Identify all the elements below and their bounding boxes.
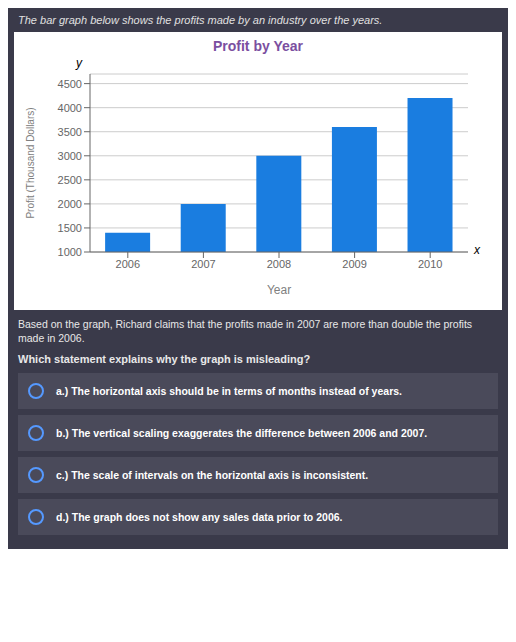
svg-text:2500: 2500 xyxy=(58,174,82,186)
svg-text:2000: 2000 xyxy=(58,198,82,210)
html-text:Profit by Year: Profit by Year xyxy=(213,38,303,54)
html-text:Based on the graph, Richard cl: Based on the graph, Richard claims that … xyxy=(18,318,473,344)
svg-text:2010: 2010 xyxy=(418,258,442,270)
html-text:Which statement explains why t: Which statement explains why the graph i… xyxy=(18,353,311,366)
svg-text:2009: 2009 xyxy=(342,258,366,270)
svg-text:1500: 1500 xyxy=(58,222,82,234)
svg-text:4000: 4000 xyxy=(58,102,82,114)
html-text:a.) The horizontal axis should: a.) The horizontal axis should be in ter… xyxy=(56,385,402,398)
svg-text:2008: 2008 xyxy=(267,258,291,270)
svg-text:2007: 2007 xyxy=(191,258,215,270)
svg-text:2006: 2006 xyxy=(116,258,140,270)
html-text:y: y xyxy=(76,56,82,70)
svg-text:Year: Year xyxy=(267,283,291,297)
svg-text:3000: 3000 xyxy=(58,150,82,162)
html-text:d.) The graph does not show an: d.) The graph does not show any sales da… xyxy=(56,511,343,524)
svg-text:3500: 3500 xyxy=(58,126,82,138)
html-text:The bar graph below shows the: The bar graph below shows the profits ma… xyxy=(18,14,383,26)
html-text:b.) The vertical scaling exagg: b.) The vertical scaling exaggerates the… xyxy=(56,427,428,440)
svg-text:1000: 1000 xyxy=(58,246,82,258)
html-text:c.) The scale of intervals on: c.) The scale of intervals on the horizo… xyxy=(56,469,369,482)
svg-text:Profit (Thousand Dollars): Profit (Thousand Dollars) xyxy=(25,107,36,218)
svg-text:4500: 4500 xyxy=(58,78,82,90)
html-text:x: x xyxy=(474,243,480,257)
